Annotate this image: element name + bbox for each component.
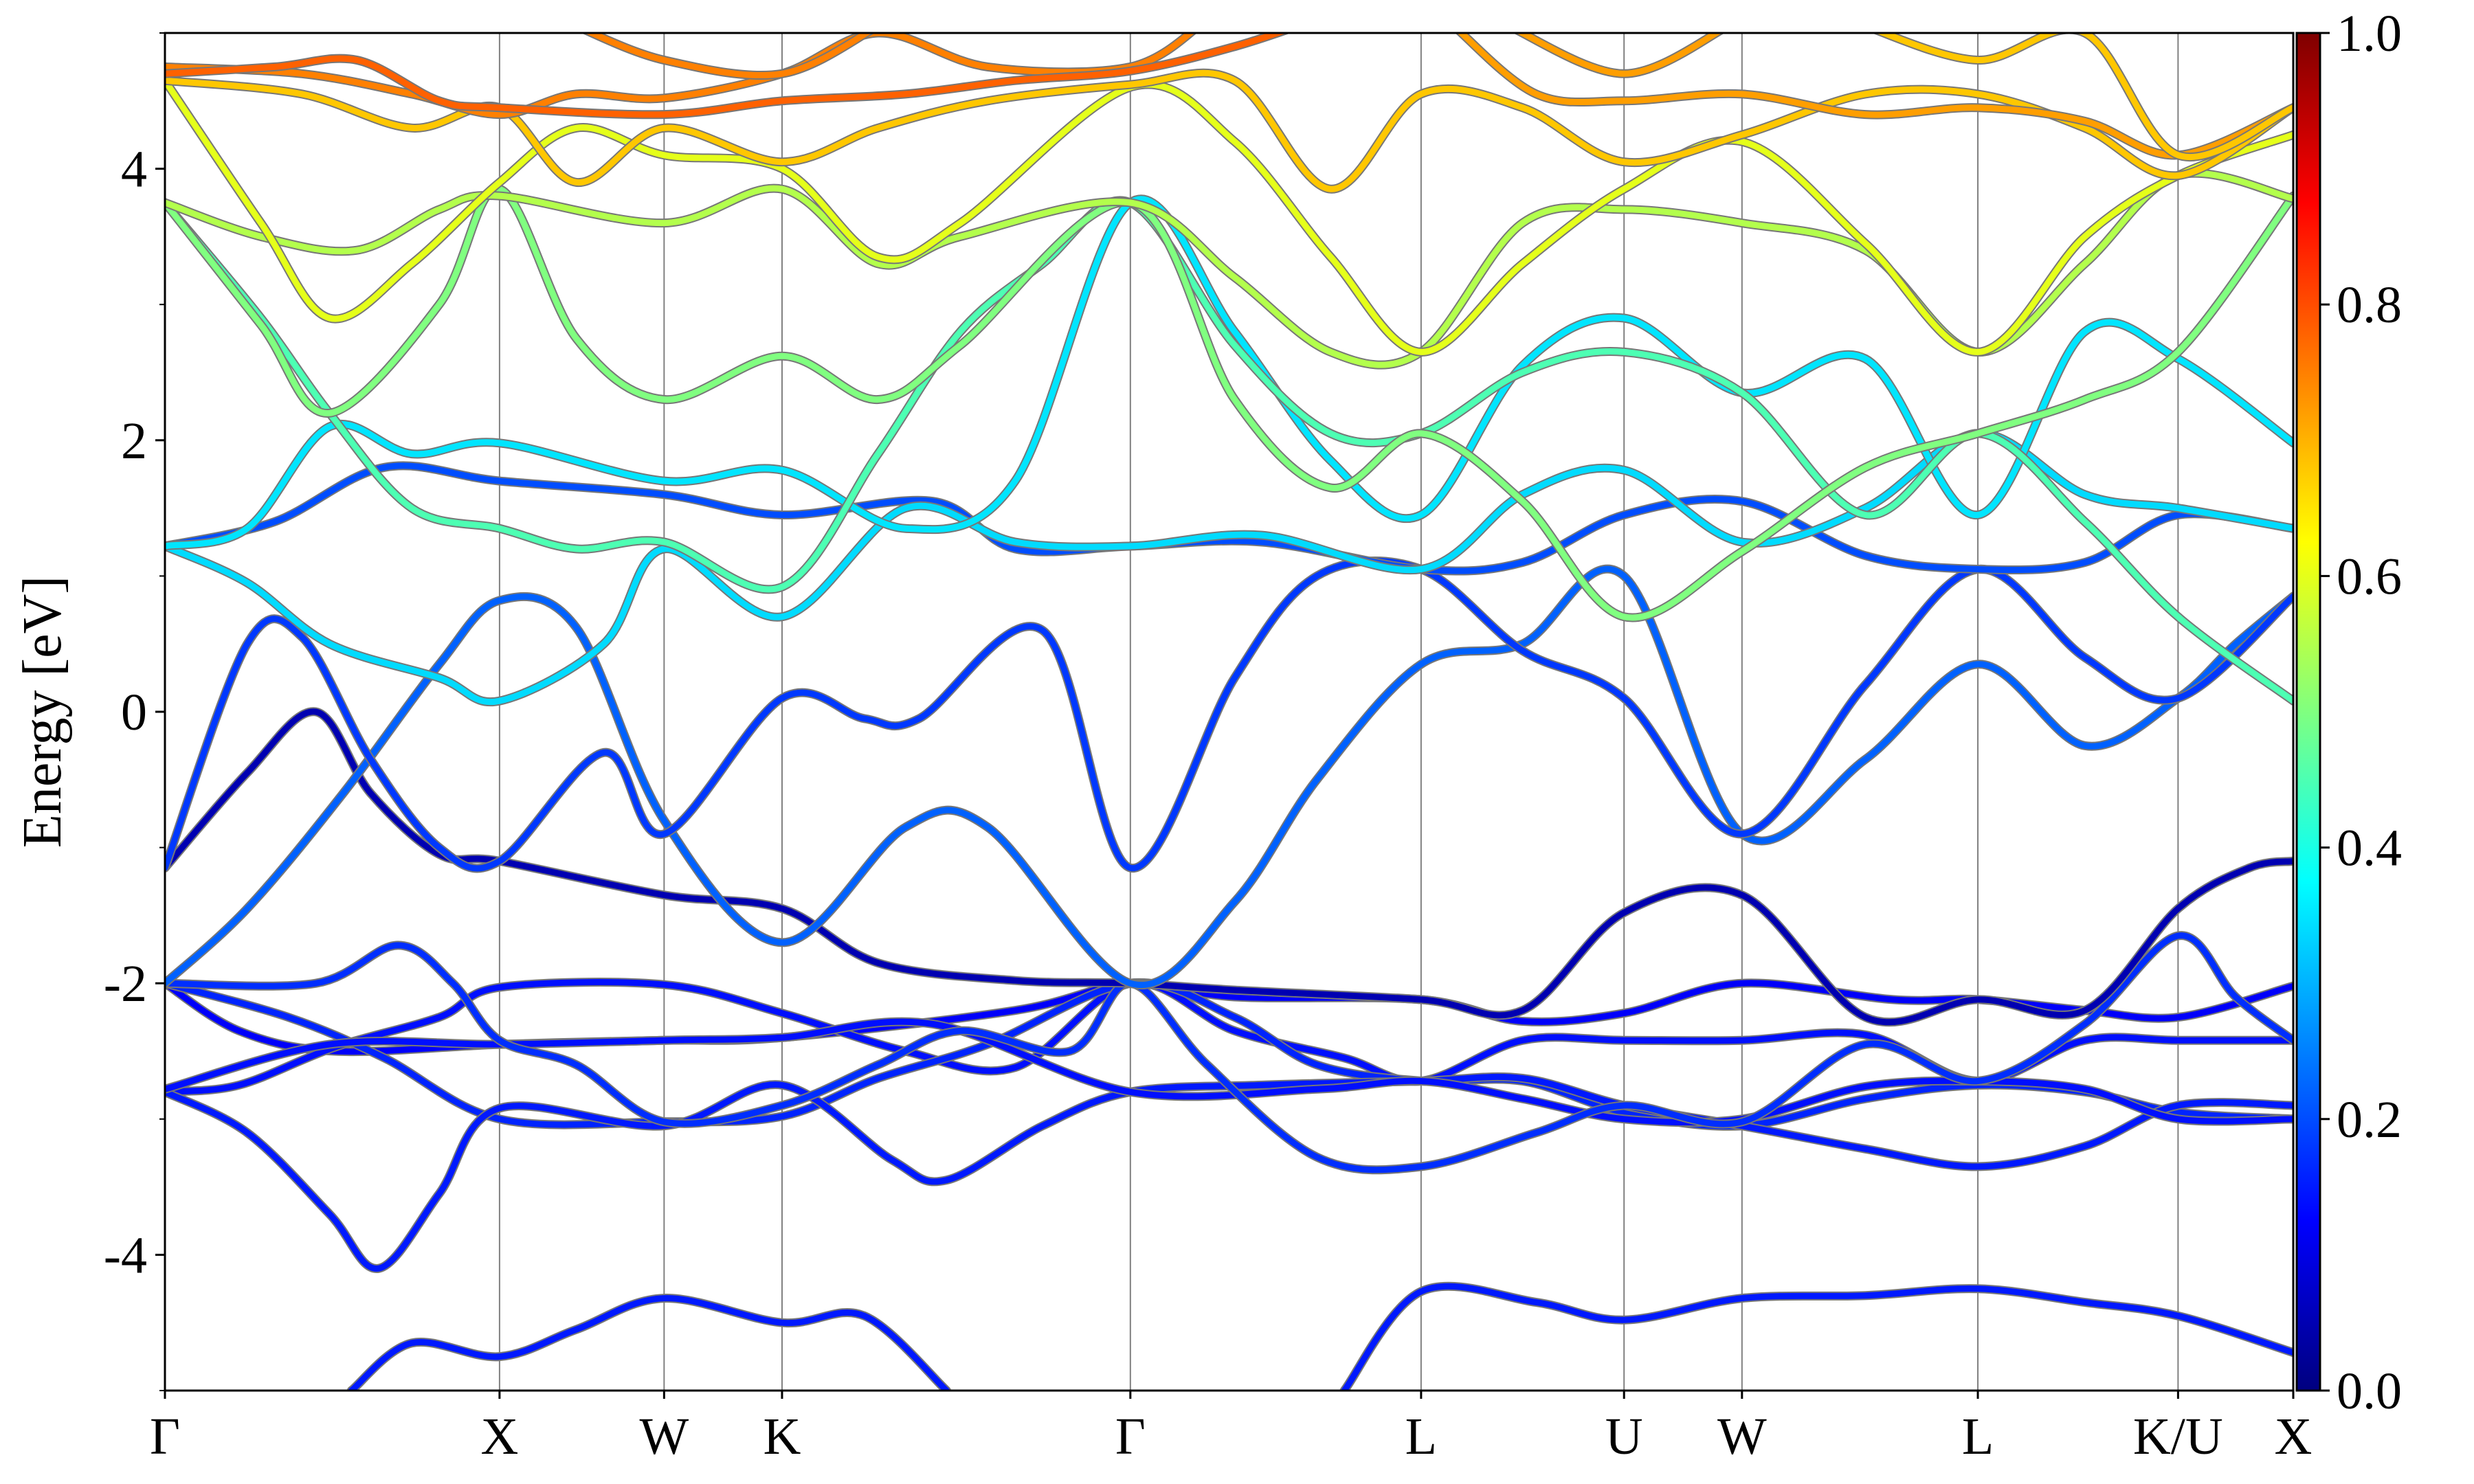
band-line <box>165 186 2293 621</box>
y-tick-label: -2 <box>104 955 147 1013</box>
band-outline <box>165 76 2293 357</box>
y-axis-ticks: -4 -2 0 2 4 <box>104 32 165 1391</box>
plot-frame <box>164 32 2295 1392</box>
colorbar-tick-label: 0.2 <box>2337 1091 2402 1149</box>
x-tick-label: W <box>1717 1408 1767 1465</box>
band-outline <box>1339 1281 2293 1391</box>
band-line <box>1515 33 1723 77</box>
band-line <box>348 1295 950 1391</box>
band-line <box>165 558 2293 872</box>
band-outline <box>165 565 2293 989</box>
y-tick-label: -4 <box>104 1226 147 1284</box>
band-line <box>1341 1283 2293 1391</box>
band-line <box>165 708 2293 1026</box>
colorbar-tick-label: 0.4 <box>2337 820 2402 877</box>
band-line <box>165 979 2293 1129</box>
band-line <box>165 462 2293 574</box>
band-line <box>165 1073 2293 1272</box>
band-outline <box>165 184 2293 622</box>
y-axis-title: Energy [eV] <box>12 576 73 848</box>
x-tick-label: L <box>1962 1408 1994 1465</box>
band-line <box>165 77 2293 355</box>
y-tick-label: 4 <box>121 141 147 199</box>
x-tick-label: K/U <box>2133 1408 2223 1465</box>
x-tick-label: Γ <box>150 1408 180 1465</box>
band-line <box>165 1018 2293 1126</box>
x-tick-label: X <box>480 1408 518 1465</box>
band-outline <box>165 1017 2293 1127</box>
x-axis-ticks: Γ X W K Γ L U W L K/U X <box>150 1391 2312 1465</box>
high-symmetry-lines <box>498 33 2179 1391</box>
band-line <box>165 196 2293 550</box>
x-tick-label: X <box>2275 1408 2313 1465</box>
band-line <box>165 932 2293 1173</box>
band-line <box>584 33 873 78</box>
band-line <box>165 566 2293 988</box>
band-lines <box>165 33 2293 1391</box>
colorbar-tick-label: 0.8 <box>2337 276 2402 334</box>
x-tick-label: L <box>1405 1408 1437 1465</box>
band-line <box>165 33 1195 118</box>
colorbar-tick-label: 0.6 <box>2337 548 2402 605</box>
colorbar-tick-label: 1.0 <box>2337 5 2402 63</box>
band-line <box>165 430 2293 706</box>
x-tick-label: W <box>639 1408 689 1465</box>
colorbar-tick-label: 0.0 <box>2337 1362 2402 1420</box>
band-line <box>1457 33 2293 159</box>
band-outline <box>165 931 2293 1175</box>
x-tick-label: U <box>1605 1408 1643 1465</box>
y-tick-label: 2 <box>121 412 147 470</box>
band-outline <box>165 1072 2293 1273</box>
band-line <box>165 33 1288 118</box>
band-outline <box>165 194 2293 551</box>
x-tick-label: Γ <box>1115 1408 1146 1465</box>
band-line <box>1875 33 2293 160</box>
band-line <box>165 69 2293 192</box>
y-tick-label: 0 <box>121 684 147 741</box>
x-tick-label: K <box>764 1408 801 1465</box>
colorbar-ticks: 0.0 0.2 0.4 0.6 0.8 1.0 <box>2320 5 2402 1420</box>
colorbar <box>2295 32 2321 1392</box>
